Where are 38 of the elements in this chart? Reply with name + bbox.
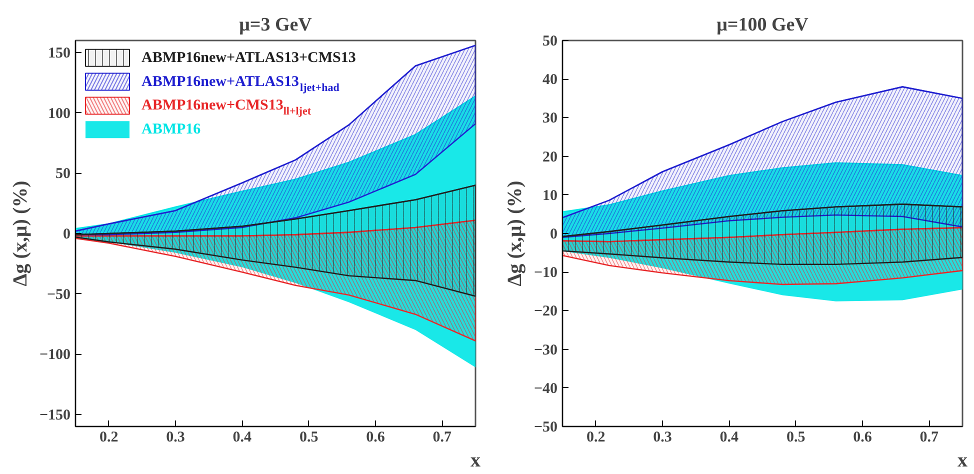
x-tick-label: 0.7 [920,430,940,446]
y-tick-label: −50 [46,286,71,303]
x-tick-label: 0.4 [232,430,252,446]
y-tick-label: 40 [542,72,558,88]
y-tick-label: −30 [534,342,558,358]
y-tick-label: 150 [48,46,70,62]
x-axis-title: x [470,450,480,472]
x-tick-label: 0.3 [653,430,672,446]
y-axis-title: Δg (x,μ) (%) [504,180,526,286]
chart-title: μ=100 GeV [716,14,809,36]
chart-title: μ=3 GeV [239,14,312,36]
x-axis-title: x [958,450,968,472]
y-tick-label: −150 [39,407,71,424]
y-tick-label: 30 [542,110,558,127]
y-tick-label: −100 [39,347,71,364]
y-tick-label: −50 [534,420,558,436]
y-axis-title: Δg (x,μ) (%) [9,180,32,286]
x-tick-label: 0.6 [853,430,872,446]
y-tick-label: 20 [542,149,558,166]
x-tick-label: 0.2 [586,430,606,446]
y-tick-label: 0 [63,226,70,242]
y-tick-label: −40 [534,380,558,397]
y-tick-label: 50 [542,34,558,50]
x-tick-label: 0.5 [786,430,806,446]
legend-label: ABMP16 [142,122,202,138]
y-tick-label: −20 [534,304,558,320]
y-tick-label: 10 [542,188,558,204]
x-tick-label: 0.3 [166,430,185,446]
x-tick-label: 0.2 [99,430,118,446]
legend-label: ABMP16new+ATLAS13+CMS13 [142,50,356,66]
x-tick-label: 0.4 [720,430,740,446]
y-tick-label: −10 [534,265,558,282]
x-tick-label: 0.7 [432,430,452,446]
x-tick-label: 0.5 [299,430,318,446]
x-tick-label: 0.6 [366,430,386,446]
y-tick-label: 50 [56,166,70,182]
y-tick-label: 0 [550,226,558,242]
y-tick-label: 100 [48,106,70,122]
